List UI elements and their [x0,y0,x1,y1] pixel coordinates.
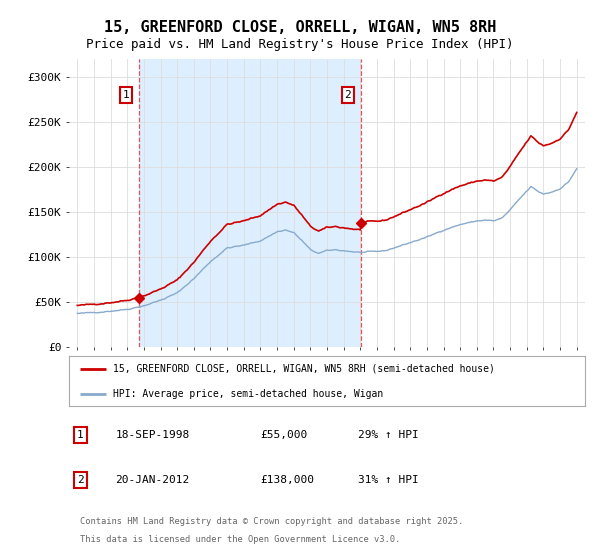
Text: 15, GREENFORD CLOSE, ORRELL, WIGAN, WN5 8RH (semi-detached house): 15, GREENFORD CLOSE, ORRELL, WIGAN, WN5 … [113,364,495,374]
Text: 15, GREENFORD CLOSE, ORRELL, WIGAN, WN5 8RH: 15, GREENFORD CLOSE, ORRELL, WIGAN, WN5 … [104,21,496,35]
Text: 29% ↑ HPI: 29% ↑ HPI [358,430,419,440]
Text: 20-JAN-2012: 20-JAN-2012 [115,475,190,485]
Text: £55,000: £55,000 [260,430,307,440]
Text: 2: 2 [77,475,84,485]
Bar [139,59,361,347]
Text: 1: 1 [122,90,130,100]
Text: 2: 2 [344,90,351,100]
Text: Price paid vs. HM Land Registry's House Price Index (HPI): Price paid vs. HM Land Registry's House … [86,38,514,52]
Text: Contains HM Land Registry data © Crown copyright and database right 2025.: Contains HM Land Registry data © Crown c… [80,517,464,526]
Text: 18-SEP-1998: 18-SEP-1998 [115,430,190,440]
Text: This data is licensed under the Open Government Licence v3.0.: This data is licensed under the Open Gov… [80,535,401,544]
Text: £138,000: £138,000 [260,475,314,485]
Text: 31% ↑ HPI: 31% ↑ HPI [358,475,419,485]
Text: 1: 1 [77,430,84,440]
Text: HPI: Average price, semi-detached house, Wigan: HPI: Average price, semi-detached house,… [113,389,383,399]
